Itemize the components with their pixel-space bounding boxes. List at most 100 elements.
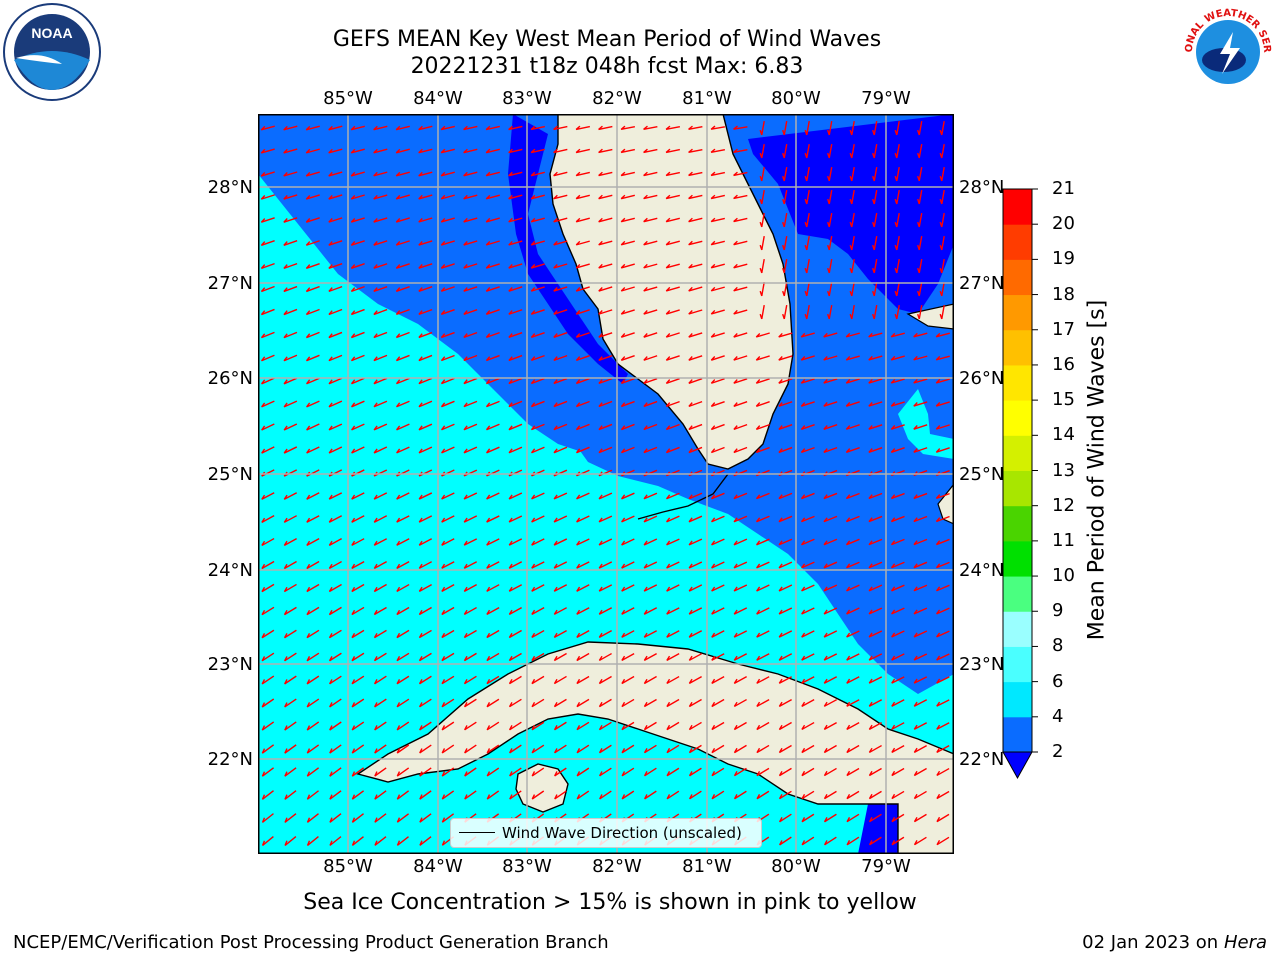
wave-arrow [486,767,500,777]
wave-arrow [486,492,500,500]
wave-arrow [733,423,748,431]
wave-arrow [418,171,433,177]
colorbar-segment [1003,540,1032,577]
wave-arrow [395,263,410,269]
colorbar-segment [1003,470,1032,507]
wave-arrow [508,148,523,154]
wave-arrow [306,790,319,800]
wave-arrow [665,171,680,177]
wave-arrow [531,561,545,569]
colorbar-tick-label: 9 [1052,600,1064,622]
wave-arrow [283,583,297,593]
wave-arrow [350,331,365,339]
wave-arrow [868,332,883,338]
wave-period-map [258,114,954,854]
wave-arrow [801,836,815,846]
wave-arrow [868,630,883,638]
wave-arrow [913,607,928,615]
wave-arrow [260,308,275,316]
wave-arrow [598,630,612,638]
wave-arrow [260,285,275,293]
wave-arrow [261,652,275,662]
wave-arrow [373,675,387,685]
wave-arrow [804,235,810,251]
wave-arrow [306,423,320,431]
wave-arrow [872,143,878,159]
legend-line-sample [459,832,495,833]
wave-arrow [688,607,703,615]
wave-arrow [373,263,388,269]
wave-arrow [710,217,725,223]
wave-arrow [643,767,657,777]
wave-arrow [917,281,923,297]
wave-arrow [598,561,613,569]
wave-arrow [305,171,320,177]
sea-ice-note: Sea Ice Concentration > 15% is shown in … [303,890,917,915]
wave-arrow [913,401,928,407]
wave-arrow [643,675,657,685]
wave-arrow [710,332,725,338]
wave-arrow [917,189,923,205]
wave-arrow [305,194,320,200]
wave-arrow [621,584,635,592]
wave-arrow [350,125,365,131]
wave-arrow [620,240,635,246]
wave-arrow [827,281,833,297]
wave-arrow [801,813,815,823]
wave-arrow [261,836,274,846]
wave-arrow [283,377,298,385]
wave-arrow [463,148,478,154]
wave-direction-arrows [260,120,950,846]
wave-arrow [935,492,950,500]
wave-arrow [576,790,590,800]
colorbar-segment [1003,611,1032,647]
wave-arrow [283,331,298,339]
wave-arrow [283,537,297,547]
wave-arrow [939,166,945,182]
wave-arrow [306,492,320,500]
wave-arrow [756,767,770,777]
wave-arrow [827,189,833,205]
wave-arrow [576,561,590,569]
wave-arrow [688,653,702,661]
wave-arrow [283,285,298,293]
wave-arrow [553,217,568,223]
wave-arrow [711,721,725,731]
wave-arrow [463,309,478,315]
wave-arrow [800,446,815,454]
wave-arrow [733,309,748,315]
wave-arrow [441,790,455,800]
wave-arrow [463,469,478,477]
wave-arrow [306,698,320,708]
wave-arrow [530,194,545,200]
wave-arrow [846,722,860,730]
wave-arrow [374,698,387,708]
wave-arrow [621,515,635,523]
wave-arrow [801,538,815,546]
wave-arrow [846,653,860,661]
wave-arrow [441,813,455,823]
colorbar-segment [1003,505,1032,542]
wave-arrow [508,584,523,592]
wave-arrow [530,286,545,292]
wave-arrow [935,515,950,523]
wave-arrow [531,790,545,800]
wave-arrow [508,469,523,477]
wave-arrow [441,492,455,500]
wave-arrow [620,332,635,338]
wave-arrow [575,125,590,131]
wave-arrow [759,120,765,136]
wave-arrow [688,263,703,269]
wave-arrow [374,744,387,754]
wave-arrow [530,332,545,338]
wave-arrow [868,355,883,361]
wave-arrow [306,675,320,685]
wave-arrow [575,400,590,408]
wave-arrow [711,538,725,546]
wave-arrow [306,813,319,823]
wave-arrow [666,653,680,661]
wave-arrow [891,722,905,730]
wave-arrow [733,584,748,592]
wave-arrow [621,721,635,731]
wave-arrow [463,194,478,200]
